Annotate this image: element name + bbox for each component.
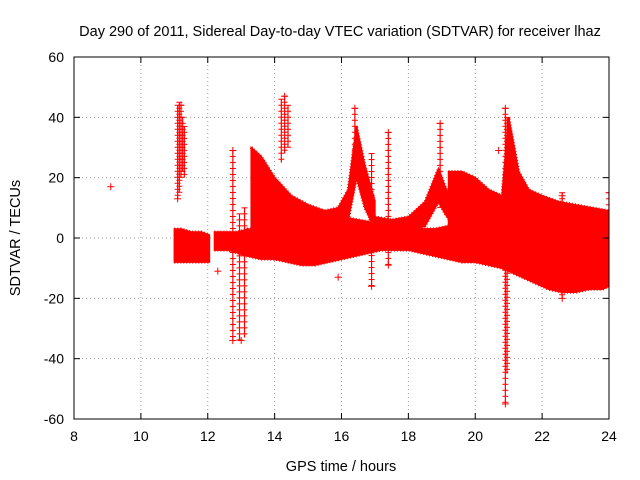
band-upper-edge	[250, 146, 476, 231]
point-10	[368, 282, 376, 290]
x-tick-label: 20	[467, 428, 483, 444]
x-tick-label: 12	[200, 428, 216, 444]
point-14	[495, 147, 503, 155]
y-tick-label: 20	[48, 170, 64, 186]
x-tick-label: 10	[133, 428, 149, 444]
band-lower-edge	[374, 198, 457, 240]
spike-4	[181, 125, 188, 178]
spike-16	[504, 116, 511, 374]
x-tick-label: 14	[267, 428, 283, 444]
band-lower-edge	[448, 248, 609, 285]
spike-18	[606, 192, 609, 263]
x-tick-label: 18	[401, 428, 417, 444]
x-tick-label: 22	[534, 428, 550, 444]
point-0	[107, 183, 115, 191]
point-9	[351, 104, 359, 112]
point-11	[384, 261, 392, 269]
band-upper-edge	[174, 227, 210, 237]
x-tick-label: 24	[601, 428, 617, 444]
spike-7	[241, 207, 248, 338]
point-16	[501, 104, 509, 112]
point-18	[558, 294, 566, 302]
x-tick-label: 16	[334, 428, 350, 444]
y-axis-label: SDTVAR / TECUs	[8, 180, 24, 296]
y-tick-label: 0	[56, 230, 64, 246]
point-8	[334, 273, 342, 281]
band-upper-edge	[374, 164, 457, 222]
x-axis-label: GPS time / hours	[286, 459, 396, 475]
band-upper-edge	[249, 126, 377, 213]
spike-14	[437, 122, 444, 208]
data-layer	[107, 92, 609, 408]
point-1	[174, 195, 182, 203]
point-4	[229, 337, 237, 345]
band-upper-edge	[448, 117, 609, 213]
data-band-0	[173, 228, 211, 263]
y-tick-label: -40	[44, 351, 64, 367]
point-17	[558, 192, 566, 200]
point-12	[384, 128, 392, 136]
point-2	[177, 101, 185, 109]
y-tick-label: -20	[44, 290, 64, 306]
spike-12	[368, 153, 375, 287]
y-tick-label: 60	[48, 49, 64, 65]
point-7	[281, 92, 289, 100]
y-tick-label: -60	[44, 411, 64, 427]
chart-title: Day 290 of 2011, Sidereal Day-to-day VTE…	[79, 24, 601, 40]
point-3	[229, 147, 237, 155]
spike-17	[559, 192, 566, 299]
spike-11	[351, 107, 358, 178]
spike-5	[229, 150, 236, 341]
x-tick-label: 8	[70, 428, 78, 444]
point-15	[501, 400, 509, 408]
point-13	[436, 119, 444, 127]
y-tick-label: 40	[48, 109, 64, 125]
point-19	[605, 189, 609, 197]
point-5	[237, 337, 245, 345]
band-lower-edge	[214, 248, 609, 294]
spike-10	[285, 104, 291, 148]
point-6	[214, 267, 222, 275]
spike-13	[385, 131, 392, 266]
axis-ticks: 8 10 12 14 16 18 20 22 24 -60 -40 -20 0 20 40 60	[44, 49, 617, 444]
spike-8	[278, 98, 285, 163]
spike-6	[236, 213, 243, 341]
band-lower-edge	[250, 233, 476, 246]
